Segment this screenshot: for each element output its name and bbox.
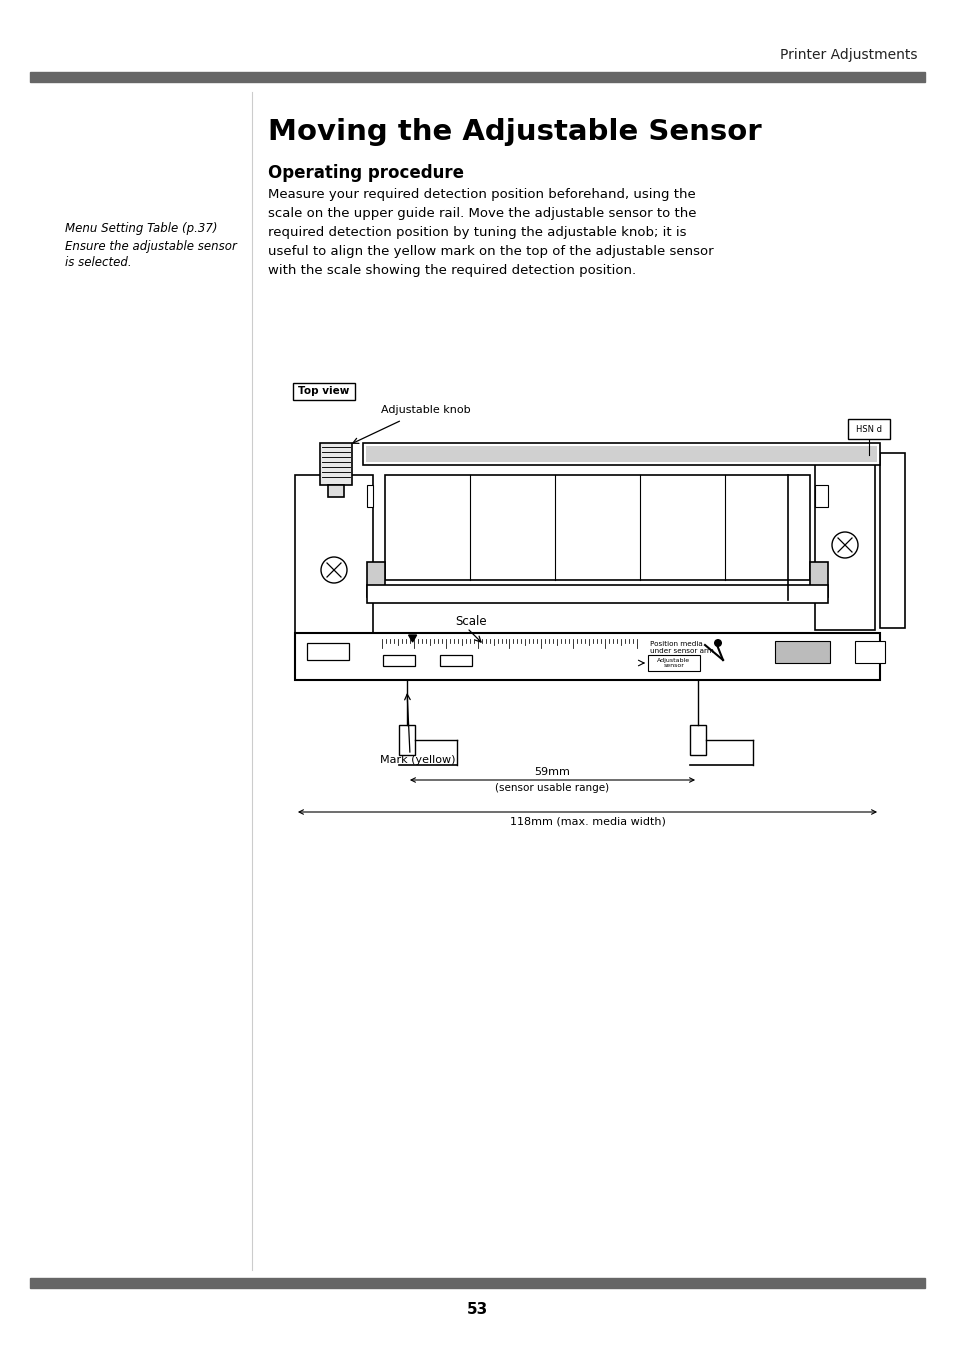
Bar [385, 474, 809, 580]
Bar [439, 655, 472, 666]
Text: Measure your required detection position beforehand, using the: Measure your required detection position… [268, 187, 695, 201]
Bar [363, 443, 879, 465]
Text: 59mm: 59mm [534, 767, 570, 776]
Text: (sensor usable range): (sensor usable range) [495, 783, 609, 793]
Text: Adjustable knob: Adjustable knob [380, 404, 470, 415]
Text: is selected.: is selected. [65, 256, 132, 270]
Bar [294, 634, 879, 679]
Text: Printer Adjustments: Printer Adjustments [780, 49, 917, 62]
Text: Scale: Scale [455, 615, 486, 628]
Text: Top view: Top view [298, 387, 350, 396]
Bar [879, 453, 904, 628]
Circle shape [713, 639, 721, 647]
Bar [774, 642, 829, 663]
Text: Mark (yellow): Mark (yellow) [379, 755, 455, 766]
Bar [809, 562, 827, 597]
Text: with the scale showing the required detection position.: with the scale showing the required dete… [268, 264, 636, 276]
Bar [328, 485, 344, 497]
Text: Moving the Adjustable Sensor: Moving the Adjustable Sensor [268, 119, 760, 146]
Bar [366, 446, 876, 462]
Text: HSN d: HSN d [855, 425, 882, 434]
Text: Menu Setting Table (p.37): Menu Setting Table (p.37) [65, 222, 217, 235]
Bar [367, 485, 373, 507]
Text: Adjustable
sensor: Adjustable sensor [657, 658, 690, 669]
Bar [30, 1278, 924, 1287]
Bar [854, 642, 884, 663]
Text: Operating procedure: Operating procedure [268, 164, 463, 182]
Bar [382, 655, 415, 666]
Text: Ensure the adjustable sensor: Ensure the adjustable sensor [65, 240, 236, 253]
Text: useful to align the yellow mark on the top of the adjustable sensor: useful to align the yellow mark on the t… [268, 245, 713, 257]
Bar [30, 71, 924, 82]
Bar [814, 485, 827, 507]
Bar [294, 474, 373, 640]
Polygon shape [408, 635, 416, 642]
Bar [367, 562, 385, 597]
Text: 53: 53 [466, 1302, 487, 1317]
Text: 118mm (max. media width): 118mm (max. media width) [509, 816, 665, 826]
Bar [814, 456, 874, 630]
Text: Position media
under sensor arm: Position media under sensor arm [649, 642, 713, 654]
Text: required detection position by tuning the adjustable knob; it is: required detection position by tuning th… [268, 226, 686, 239]
Bar [367, 585, 827, 603]
Bar [319, 443, 352, 485]
Bar [689, 725, 705, 755]
Bar [647, 655, 700, 671]
Text: scale on the upper guide rail. Move the adjustable sensor to the: scale on the upper guide rail. Move the … [268, 208, 696, 220]
Bar [847, 419, 889, 439]
Bar [293, 383, 355, 400]
Bar [398, 725, 415, 755]
Bar [307, 643, 349, 661]
